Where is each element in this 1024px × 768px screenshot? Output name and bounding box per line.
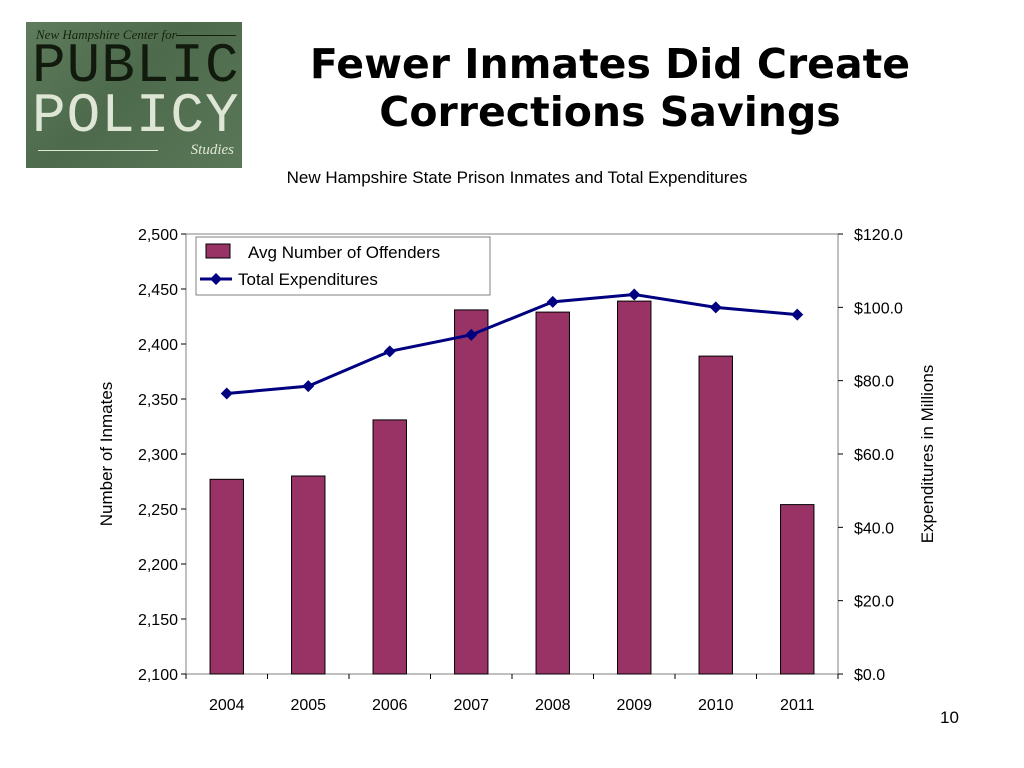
y2-tick-label: $60.0 [854, 447, 894, 464]
bar-2007 [454, 309, 489, 675]
x-tick-label: 2007 [453, 697, 489, 714]
y2-tick-label: $40.0 [854, 520, 894, 537]
line-point-2004 [220, 387, 233, 400]
x-tick-label: 2008 [535, 697, 571, 714]
legend-marker-expenditures [210, 273, 222, 285]
y-tick-label: 2,250 [138, 502, 178, 519]
bar-2011 [780, 504, 815, 675]
y-tick-label: 2,500 [138, 227, 178, 244]
y2-axis-title: Expenditures in Millions [918, 365, 937, 544]
y-axis-title: Number of Inmates [97, 382, 116, 527]
line-point-2011 [791, 308, 804, 321]
x-tick-label: 2005 [290, 697, 326, 714]
y2-tick-label: $120.0 [854, 227, 903, 244]
x-tick-label: 2006 [372, 697, 408, 714]
bar-2004 [209, 478, 244, 675]
page-number: 10 [940, 708, 959, 727]
y2-tick-label: $0.0 [854, 667, 885, 684]
bar-2008 [535, 311, 570, 675]
logo-public-text: PUBLIC [32, 34, 240, 98]
line-point-2008 [546, 295, 559, 308]
line-point-2010 [709, 301, 722, 314]
slide-title-line-1: Fewer Inmates Did Create [309, 40, 911, 88]
plot-area [185, 233, 839, 675]
bar-2010 [698, 355, 733, 675]
line-point-2006 [383, 345, 396, 358]
slide-title-line-2: Corrections Savings [379, 88, 841, 136]
y-tick-label: 2,450 [138, 282, 178, 299]
y-tick-label: 2,100 [138, 667, 178, 684]
legend-box [195, 236, 491, 296]
logo-studies-text: Studies [190, 142, 234, 158]
line-point-2005 [302, 380, 315, 393]
x-tick-label: 2011 [780, 697, 815, 714]
chart-title: New Hampshire State Prison Inmates and T… [286, 168, 748, 187]
legend-label-offenders: Avg Number of Offenders [248, 243, 440, 262]
slide-title: Fewer Inmates Did Create Corrections Sav… [270, 40, 950, 136]
x-tick-label: 2009 [616, 697, 652, 714]
series-line-total-expenditures [226, 292, 798, 395]
y-tick-label: 2,300 [138, 447, 178, 464]
logo-rule-top [176, 35, 236, 36]
legend-label-expenditures: Total Expenditures [238, 270, 378, 289]
y-tick-label: 2,400 [138, 337, 178, 354]
x-tick-label: 2010 [698, 697, 734, 714]
line-point-2009 [628, 288, 641, 301]
line-point-2007 [465, 328, 478, 341]
y-tick-label: 2,150 [138, 612, 178, 629]
bar-2009 [617, 300, 652, 675]
logo-rule-bottom [38, 150, 158, 151]
bar-2006 [372, 419, 407, 675]
center-logo: New Hampshire Center for PUBLIC POLICY S… [26, 22, 242, 168]
logo-top-text: New Hampshire Center for [36, 27, 177, 42]
y-tick-label: 2,350 [138, 392, 178, 409]
y2-tick-label: $20.0 [854, 594, 894, 611]
logo-policy-text: POLICY [32, 84, 240, 148]
y-tick-label: 2,200 [138, 557, 178, 574]
legend-swatch-offenders [205, 243, 231, 259]
y2-tick-label: $80.0 [854, 374, 894, 391]
y2-tick-label: $100.0 [854, 300, 903, 317]
bar-2005 [291, 475, 326, 675]
x-tick-label: 2004 [209, 697, 245, 714]
